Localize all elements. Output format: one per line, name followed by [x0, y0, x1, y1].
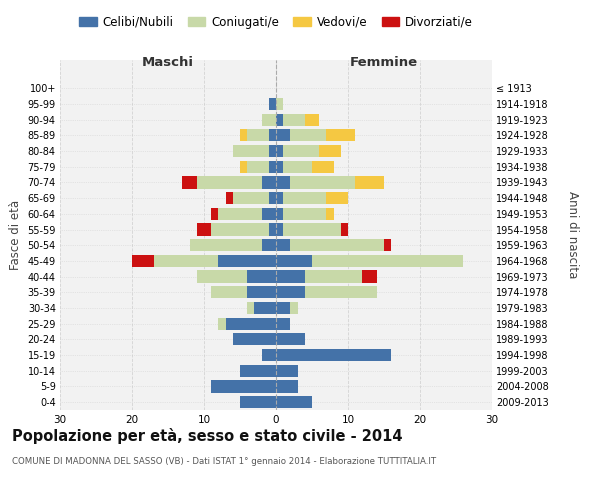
Bar: [283, 208, 326, 220]
Bar: [247, 129, 269, 141]
Bar: [276, 380, 298, 392]
Bar: [290, 302, 298, 314]
Text: Popolazione per età, sesso e stato civile - 2014: Popolazione per età, sesso e stato civil…: [12, 428, 403, 444]
Bar: [247, 286, 276, 298]
Bar: [211, 224, 269, 235]
Y-axis label: Anni di nascita: Anni di nascita: [566, 192, 578, 278]
Bar: [197, 270, 247, 282]
Bar: [233, 145, 269, 157]
Bar: [269, 192, 276, 204]
Bar: [276, 286, 305, 298]
Bar: [240, 364, 276, 377]
Bar: [276, 255, 312, 267]
Bar: [305, 286, 377, 298]
Bar: [305, 114, 319, 126]
Bar: [312, 160, 334, 173]
Bar: [190, 239, 262, 252]
Bar: [233, 192, 269, 204]
Bar: [276, 318, 290, 330]
Bar: [276, 239, 290, 252]
Bar: [262, 239, 276, 252]
Bar: [276, 192, 283, 204]
Bar: [240, 129, 247, 141]
Bar: [154, 255, 218, 267]
Bar: [218, 255, 276, 267]
Bar: [276, 364, 298, 377]
Y-axis label: Fasce di età: Fasce di età: [9, 200, 22, 270]
Bar: [269, 224, 276, 235]
Bar: [326, 192, 348, 204]
Legend: Celibi/Nubili, Coniugati/e, Vedovi/e, Divorziati/e: Celibi/Nubili, Coniugati/e, Vedovi/e, Di…: [74, 11, 478, 34]
Bar: [269, 98, 276, 110]
Bar: [211, 208, 218, 220]
Bar: [290, 176, 355, 188]
Bar: [326, 129, 355, 141]
Bar: [312, 255, 463, 267]
Bar: [240, 160, 247, 173]
Text: Femmine: Femmine: [350, 56, 418, 70]
Bar: [290, 129, 326, 141]
Bar: [211, 380, 276, 392]
Bar: [276, 349, 391, 361]
Bar: [240, 396, 276, 408]
Bar: [326, 208, 334, 220]
Bar: [276, 270, 305, 282]
Bar: [341, 224, 348, 235]
Bar: [276, 224, 283, 235]
Bar: [276, 302, 290, 314]
Bar: [276, 334, 305, 345]
Bar: [197, 224, 211, 235]
Bar: [283, 145, 319, 157]
Bar: [276, 114, 283, 126]
Bar: [254, 302, 276, 314]
Bar: [218, 318, 226, 330]
Bar: [247, 302, 254, 314]
Bar: [262, 176, 276, 188]
Bar: [269, 145, 276, 157]
Bar: [211, 286, 247, 298]
Bar: [305, 270, 362, 282]
Bar: [247, 160, 269, 173]
Bar: [132, 255, 154, 267]
Bar: [276, 160, 283, 173]
Bar: [276, 396, 312, 408]
Bar: [276, 176, 290, 188]
Bar: [283, 114, 305, 126]
Bar: [262, 349, 276, 361]
Bar: [276, 129, 290, 141]
Bar: [182, 176, 197, 188]
Bar: [276, 208, 283, 220]
Bar: [319, 145, 341, 157]
Bar: [283, 192, 326, 204]
Bar: [197, 176, 262, 188]
Bar: [276, 145, 283, 157]
Bar: [218, 208, 262, 220]
Bar: [283, 160, 312, 173]
Bar: [283, 224, 341, 235]
Bar: [226, 318, 276, 330]
Bar: [290, 239, 384, 252]
Bar: [384, 239, 391, 252]
Text: Maschi: Maschi: [142, 56, 194, 70]
Bar: [276, 98, 283, 110]
Bar: [262, 208, 276, 220]
Bar: [269, 129, 276, 141]
Text: COMUNE DI MADONNA DEL SASSO (VB) - Dati ISTAT 1° gennaio 2014 - Elaborazione TUT: COMUNE DI MADONNA DEL SASSO (VB) - Dati …: [12, 458, 436, 466]
Bar: [262, 114, 276, 126]
Bar: [269, 160, 276, 173]
Bar: [355, 176, 384, 188]
Bar: [226, 192, 233, 204]
Bar: [362, 270, 377, 282]
Bar: [233, 334, 276, 345]
Bar: [247, 270, 276, 282]
